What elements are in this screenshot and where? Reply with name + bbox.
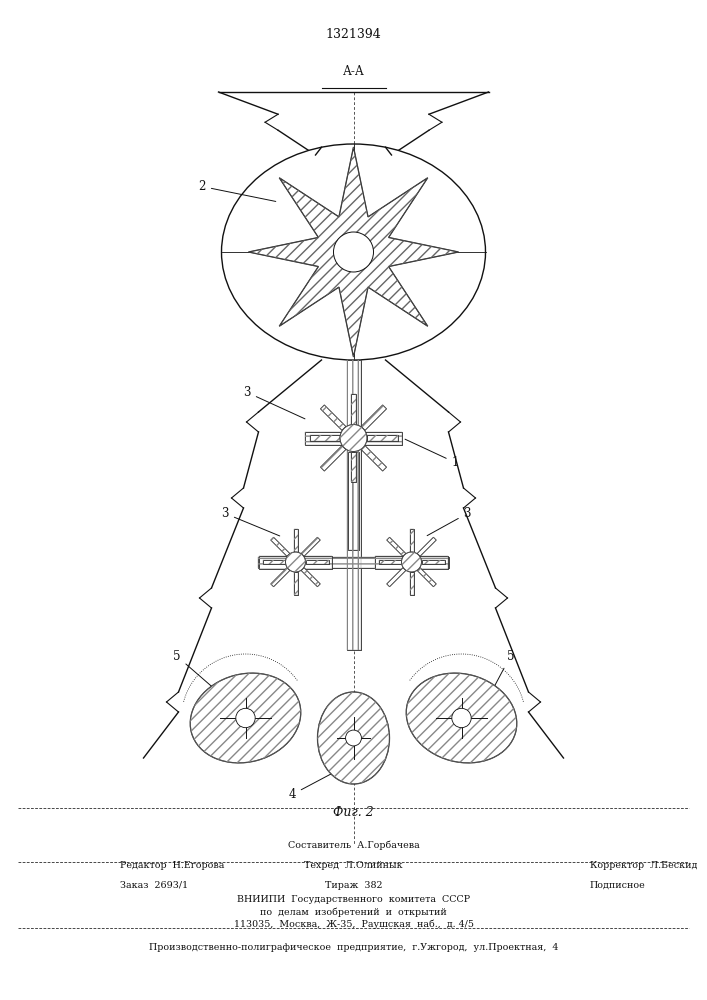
Polygon shape bbox=[409, 529, 414, 552]
Text: Фиг. 2: Фиг. 2 bbox=[333, 806, 374, 818]
Polygon shape bbox=[378, 560, 402, 564]
Polygon shape bbox=[387, 568, 406, 587]
Polygon shape bbox=[310, 435, 340, 441]
Text: Производственно-полиграфическое  предприятие,  г.Ужгород,  ул.Проектная,  4: Производственно-полиграфическое предприя… bbox=[148, 944, 559, 952]
Text: 3: 3 bbox=[243, 386, 305, 419]
Text: Заказ  2693/1: Заказ 2693/1 bbox=[120, 881, 188, 890]
Polygon shape bbox=[417, 537, 436, 556]
Polygon shape bbox=[301, 537, 320, 556]
Text: Корректор  Л.Бескид: Корректор Л.Бескид bbox=[590, 860, 697, 869]
Polygon shape bbox=[305, 432, 402, 444]
Text: 3: 3 bbox=[427, 507, 471, 536]
Polygon shape bbox=[421, 560, 445, 564]
Ellipse shape bbox=[317, 692, 390, 784]
Circle shape bbox=[334, 232, 373, 272]
Polygon shape bbox=[262, 560, 286, 564]
Text: Подписное: Подписное bbox=[590, 881, 645, 890]
Polygon shape bbox=[351, 452, 356, 482]
Text: 4: 4 bbox=[288, 771, 336, 801]
Polygon shape bbox=[409, 572, 414, 595]
Text: Тираж  382: Тираж 382 bbox=[325, 881, 382, 890]
Circle shape bbox=[286, 552, 305, 572]
Circle shape bbox=[236, 708, 255, 728]
Text: 3: 3 bbox=[221, 507, 280, 536]
Polygon shape bbox=[346, 360, 361, 650]
Polygon shape bbox=[301, 568, 320, 587]
Text: 1: 1 bbox=[405, 439, 459, 469]
Polygon shape bbox=[320, 446, 346, 471]
Polygon shape bbox=[367, 435, 397, 441]
Polygon shape bbox=[375, 556, 448, 568]
Ellipse shape bbox=[190, 673, 300, 763]
Text: Техред  Л.Олийнык: Техред Л.Олийнык bbox=[304, 860, 403, 869]
Circle shape bbox=[402, 552, 421, 572]
Text: 113035,  Москва,  Ж-35,  Раушская  наб.,  д. 4/5: 113035, Москва, Ж-35, Раушская наб., д. … bbox=[233, 919, 474, 929]
Polygon shape bbox=[320, 405, 346, 430]
Polygon shape bbox=[417, 568, 436, 587]
Polygon shape bbox=[271, 537, 290, 556]
Polygon shape bbox=[293, 529, 298, 552]
Text: ВНИИПИ  Государственного  комитета  СССР: ВНИИПИ Государственного комитета СССР bbox=[237, 896, 470, 904]
Polygon shape bbox=[271, 568, 290, 587]
Text: по  делам  изобретений  и  открытий: по делам изобретений и открытий bbox=[260, 907, 447, 917]
Text: 2: 2 bbox=[199, 180, 276, 201]
Polygon shape bbox=[361, 446, 387, 471]
Polygon shape bbox=[387, 537, 406, 556]
Polygon shape bbox=[257, 556, 450, 568]
Circle shape bbox=[452, 708, 471, 728]
Polygon shape bbox=[259, 556, 332, 568]
Text: А-А: А-А bbox=[343, 65, 364, 78]
Text: 5: 5 bbox=[495, 650, 514, 686]
Circle shape bbox=[346, 730, 361, 746]
Text: Составитель  А.Горбачева: Составитель А.Горбачева bbox=[288, 840, 419, 850]
Circle shape bbox=[340, 424, 367, 452]
Polygon shape bbox=[305, 560, 329, 564]
Text: Редактор  Н.Егорова: Редактор Н.Егорова bbox=[120, 860, 224, 869]
Polygon shape bbox=[351, 394, 356, 424]
Polygon shape bbox=[293, 572, 298, 595]
Polygon shape bbox=[361, 405, 387, 430]
Polygon shape bbox=[248, 147, 459, 357]
Ellipse shape bbox=[221, 144, 486, 360]
Text: 1321394: 1321394 bbox=[326, 28, 381, 41]
Ellipse shape bbox=[407, 673, 517, 763]
Text: 5: 5 bbox=[173, 650, 211, 686]
Polygon shape bbox=[348, 452, 359, 550]
